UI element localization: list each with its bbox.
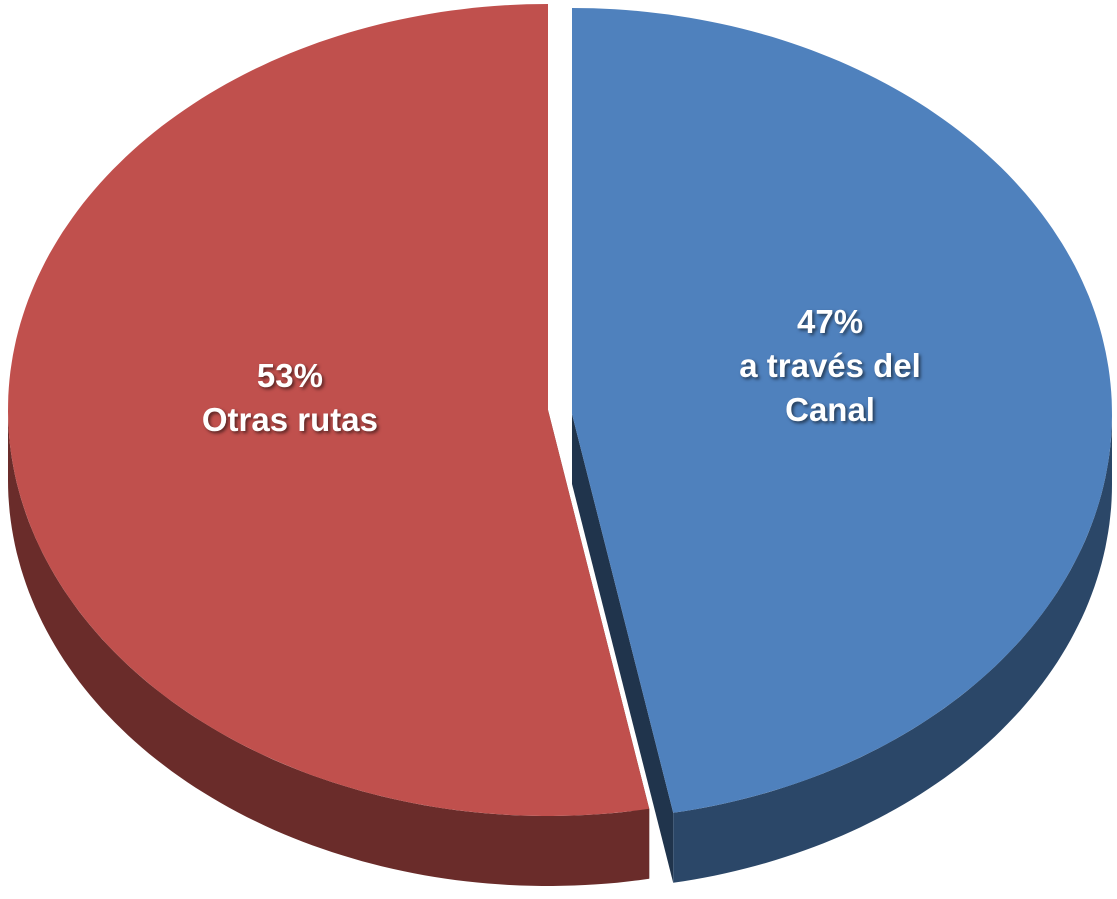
slice: [572, 8, 1112, 813]
slice-side: [572, 414, 674, 883]
slice-side: [673, 414, 1112, 883]
value-label: 47%: [797, 302, 864, 340]
data-label: 47% a través del Canal: [695, 300, 965, 432]
slice-side: [8, 410, 650, 886]
category-label: a través del Canal: [739, 346, 921, 428]
value-label: 53%: [256, 357, 323, 395]
slice: [8, 4, 650, 816]
category-label: Otras rutas: [201, 401, 378, 439]
data-label: 53% Otras rutas: [155, 354, 425, 442]
